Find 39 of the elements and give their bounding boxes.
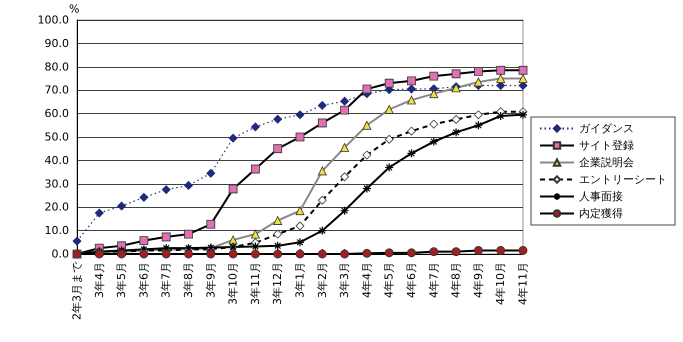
y-tick-label: 30.0 [44,177,69,190]
y-tick-label: 20.0 [44,200,69,214]
x-tick-label: 4年9月 [472,262,485,298]
y-tick-label: 40.0 [44,154,69,167]
y-tick-label: 70.0 [44,84,69,97]
legend-label: サイト登録 [579,139,634,152]
legend-label: 内定獲得 [579,207,623,220]
x-tick-label: 3年2月 [316,262,329,298]
x-tick-label: 4年4月 [360,262,374,298]
x-tick-label: 3年7月 [160,262,173,298]
legend-label: 企業説明会 [579,156,634,169]
legend-label: 人事面接 [579,190,623,203]
y-tick-label: 0.0 [52,248,69,260]
x-tick-label: 3年6月 [137,262,150,298]
y-tick-label: 60.0 [44,107,69,120]
x-tick-label: 4年7月 [427,262,440,298]
legend-label: ガイダンス [579,122,634,135]
x-tick-label: 3年5月 [115,262,128,298]
x-tick-label: 3年12月 [271,262,284,305]
x-tick-label: 2年3月まで [70,261,84,320]
x-tick-label: 3年10月 [226,262,240,305]
y-tick-label: 90.0 [44,36,69,50]
y-tick-label: 50.0 [44,130,69,144]
legend-label: エントリーシート [579,173,667,186]
x-tick-label: 4年8月 [450,262,463,298]
y-tick-label: 80.0 [44,60,69,74]
x-tick-label: 3年8月 [182,262,195,298]
y-tick-label: 100.0 [38,14,69,26]
x-tick-label: 3年11月 [248,262,262,305]
x-tick-label: 3年1月 [294,262,306,298]
y-tick-label: 10.0 [44,224,69,238]
x-tick-label: 3年9月 [204,262,218,298]
x-tick-label: 4年5月 [382,262,396,298]
x-tick-label: 4年6月 [405,262,418,298]
x-tick-label: 4年10月 [494,262,508,305]
x-tick-label: 4年11月 [516,262,530,305]
y-axis-title: % [69,2,80,16]
x-tick-label: 3年3月 [338,262,352,298]
x-tick-label: 3年4月 [92,262,106,298]
